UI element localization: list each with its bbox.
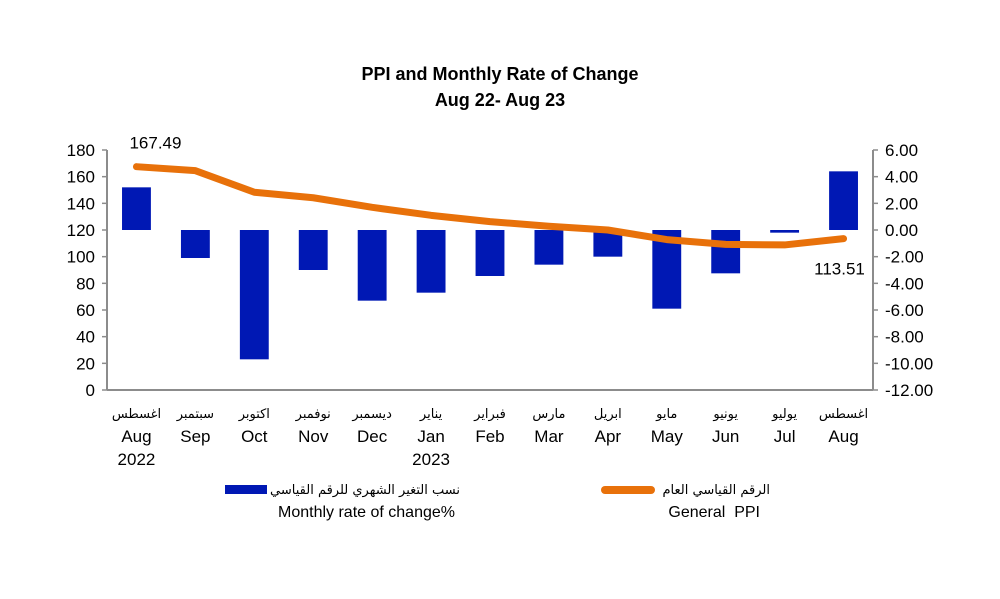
right-tick-label: -6.00	[885, 301, 924, 320]
x-label-en: Mar	[534, 427, 564, 446]
x-label-ar: فبراير	[473, 407, 506, 422]
x-label-en: May	[651, 427, 684, 446]
bar-nov-3	[298, 230, 328, 270]
line-series	[132, 163, 848, 249]
ppi-line	[132, 163, 848, 249]
x-label-ar: اكتوبر	[238, 407, 270, 422]
legend-item-monthly-rate: نسب التغير الشهري للرقم القياسي Monthly …	[225, 483, 460, 521]
right-tick-label: -10.00	[885, 354, 933, 373]
x-label-year: 2022	[118, 450, 156, 469]
left-tick-label: 160	[67, 168, 95, 187]
left-tick-label: 40	[76, 328, 95, 347]
x-label-ar: يونيو	[712, 407, 738, 422]
right-tick-label: -2.00	[885, 248, 924, 267]
left-tick-label: 180	[67, 141, 95, 160]
x-axis-labels: اغسطس Aug 2022 سبتمبر Sep اكتوبر Oct نوفمبر Nov د…	[112, 407, 868, 469]
legend-label-monthly-rate: Monthly rate of change%	[278, 504, 455, 521]
right-tick-label: 0.00	[885, 221, 918, 240]
bar-jun-10	[711, 230, 741, 274]
x-label-en: Jul	[774, 427, 796, 446]
chart-subtitle: Aug 22- Aug 23	[435, 90, 565, 110]
left-tick-label: 140	[67, 194, 95, 213]
x-label-ar: يناير	[419, 407, 443, 422]
bar-mar-7	[534, 230, 564, 265]
x-label-ar: اغسطس	[819, 407, 868, 422]
bar-feb-6	[475, 230, 505, 276]
left-tick-label: 60	[76, 301, 95, 320]
right-tick-label: -4.00	[885, 274, 924, 293]
bar-jul-11	[770, 230, 800, 233]
bar-jan-5	[416, 230, 446, 293]
x-label-year: 2023	[412, 450, 450, 469]
legend: نسب التغير الشهري للرقم القياسي Monthly …	[225, 483, 770, 521]
legend-label-ar-general-ppi: الرقم القياسي العام	[663, 483, 771, 498]
legend-swatch-bar	[225, 485, 267, 494]
legend-label-general-ppi: General PPI	[668, 504, 760, 521]
bar-aug-12	[829, 171, 858, 230]
right-tick-label: -12.00	[885, 381, 933, 400]
legend-label-ar-monthly-rate: نسب التغير الشهري للرقم القياسي	[270, 483, 460, 498]
x-label-ar: يوليو	[771, 407, 797, 422]
x-label-ar: ديسمبر	[351, 407, 392, 422]
x-label-en: Jan	[417, 427, 444, 446]
x-label-ar: نوفمبر	[295, 407, 331, 422]
data-label: 113.51	[814, 260, 865, 279]
left-tick-label: 20	[76, 354, 95, 373]
chart-title: PPI and Monthly Rate of Change	[361, 64, 638, 84]
left-tick-label: 0	[86, 381, 95, 400]
bar-dec-4	[357, 230, 387, 301]
data-labels: 167.49 113.51	[129, 134, 864, 279]
x-label-en: Jun	[712, 427, 739, 446]
right-tick-label: 2.00	[885, 194, 918, 213]
x-label-ar: مارس	[532, 407, 565, 422]
left-y-axis: 0 20 40 60 80 100 120 140 160 180	[67, 141, 873, 400]
bar-series	[122, 171, 858, 360]
x-label-en: Aug	[828, 427, 858, 446]
right-tick-label: -8.00	[885, 328, 924, 347]
x-label-ar: ابريل	[594, 407, 622, 422]
x-label-ar: سبتمبر	[176, 407, 214, 422]
legend-item-general-ppi: الرقم القياسي العام General PPI	[601, 483, 771, 521]
x-label-ar: مايو	[655, 407, 677, 422]
x-label-en: Feb	[475, 427, 504, 446]
x-label-en: Apr	[595, 427, 622, 446]
right-tick-label: 4.00	[885, 168, 918, 187]
left-tick-label: 100	[67, 248, 95, 267]
data-label: 167.49	[129, 134, 181, 153]
bar-sep-1	[180, 230, 210, 258]
x-label-en: Nov	[298, 427, 329, 446]
left-tick-label: 120	[67, 221, 95, 240]
bar-aug-0	[122, 187, 151, 230]
right-y-axis: -12.00 -10.00 -8.00 -6.00 -4.00 -2.00 0.00 2.00…	[872, 141, 933, 400]
x-label-en: Oct	[241, 427, 268, 446]
left-tick-label: 80	[76, 274, 95, 293]
x-label-ar: اغسطس	[112, 407, 161, 422]
x-label-en: Sep	[180, 427, 210, 446]
right-tick-label: 6.00	[885, 141, 918, 160]
x-label-en: Dec	[357, 427, 388, 446]
x-label-en: Aug	[121, 427, 151, 446]
bar-oct-2	[239, 230, 269, 360]
